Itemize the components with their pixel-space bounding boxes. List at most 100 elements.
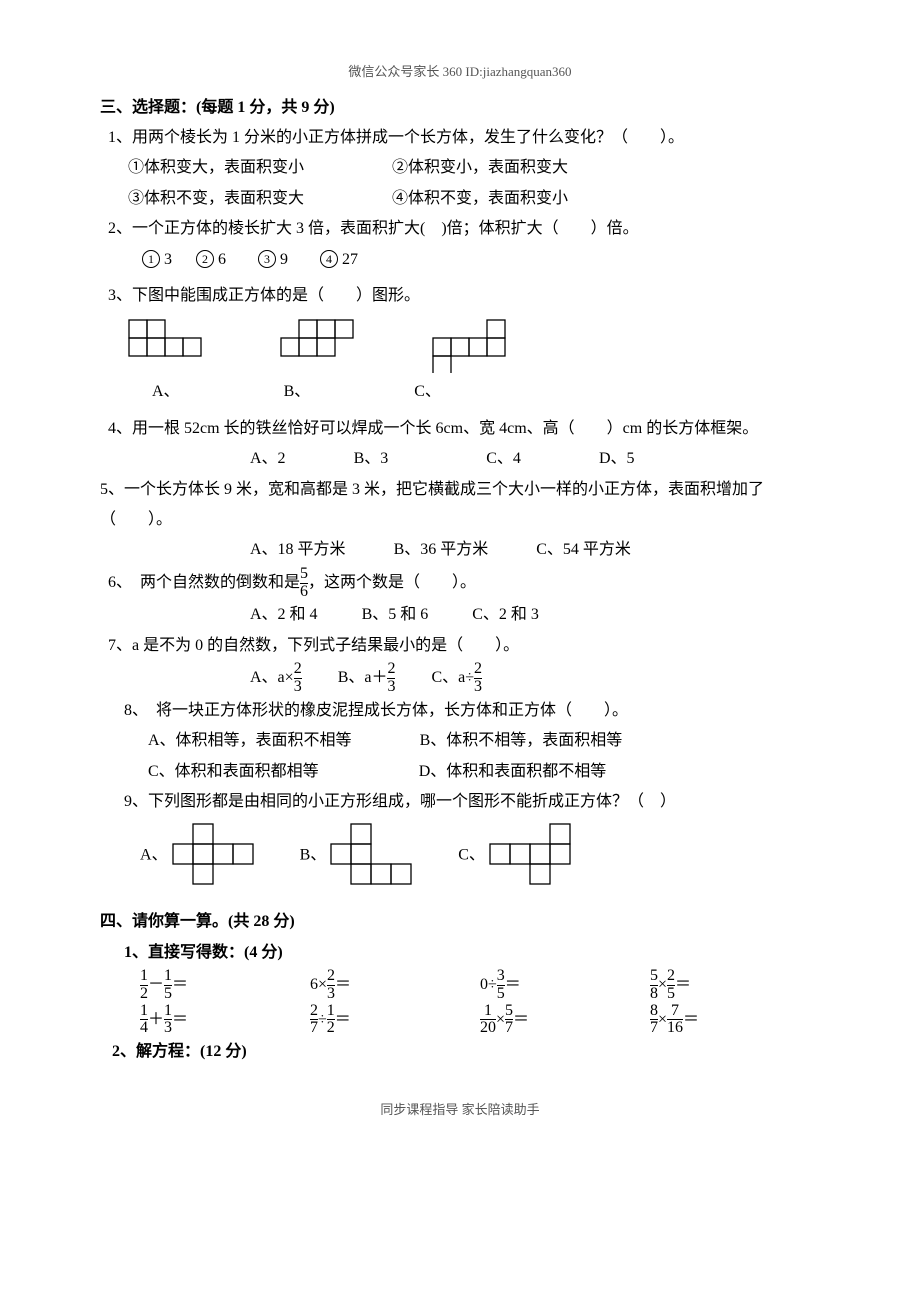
q3-labels: A、 B、 C、 (152, 377, 820, 407)
q7-frac-a: 23 (294, 661, 302, 696)
r2c3-d1: 20 (480, 1019, 496, 1037)
num-2-icon: 2 (196, 250, 214, 268)
r2c1-d1: 4 (140, 1019, 148, 1037)
q3-net-b-icon (280, 319, 370, 373)
q7b-fn: 2 (387, 661, 395, 678)
r2c1-op: ＋ (148, 1011, 164, 1028)
r2c3-op: × (496, 1011, 505, 1028)
section3-title: 三、选择题：(每题 1 分，共 9 分) (100, 93, 820, 123)
q4-c: C、4 (486, 450, 521, 467)
q1-o3: ③体积不变，表面积变大 (128, 190, 304, 207)
r2c4-d2: 16 (667, 1019, 683, 1037)
q2-c: 9 (280, 251, 288, 268)
q2-stem: 2、一个正方体的棱长扩大 3 倍，表面积扩大( )倍；体积扩大（ ）倍。 (108, 214, 820, 244)
q5-a: A、18 平方米 (250, 541, 346, 558)
q9-stem: 9、下列图形都是由相同的小正方形组成，哪一个图形不能折成正方体？（ ） (124, 787, 820, 817)
r2c2-n1: 2 (310, 1003, 318, 1020)
r1c4-n1: 5 (650, 968, 658, 985)
q7a-fn: 2 (294, 661, 302, 678)
q3-lb: B、 (284, 383, 311, 400)
q9-net-c-icon (489, 823, 577, 889)
r2c1-n2: 1 (164, 1003, 172, 1020)
r2c1-n1: 1 (140, 1003, 148, 1020)
q1-opts-row2: ③体积不变，表面积变大 ④体积不变，表面积变小 (128, 184, 820, 214)
calc-row-2: 14＋13＝ 27÷12＝ 120×57＝ 87×716＝ (140, 1003, 820, 1038)
q7-frac-c: 23 (474, 661, 482, 696)
q8-d: D、体积和表面积都不相等 (419, 763, 607, 780)
q3-figures (128, 319, 820, 373)
r2c2-eq: ＝ (335, 1011, 351, 1028)
q6-opts: A、2 和 4 B、5 和 6 C、2 和 3 (250, 600, 820, 630)
q6-fn: 5 (300, 566, 308, 583)
r2c3-d2: 7 (505, 1019, 513, 1037)
q1-o2: ②体积变小，表面积变大 (392, 159, 568, 176)
q3-net-c-icon (432, 319, 522, 373)
r2c4-n2: 7 (667, 1003, 683, 1020)
r1c1-n1: 1 (140, 968, 148, 985)
q8-a: A、体积相等，表面积不相等 (148, 732, 352, 749)
q3-lc: C、 (414, 383, 441, 400)
r1c3-pre: 0÷ (480, 976, 497, 993)
q8-c: C、体积和表面积都相等 (148, 763, 319, 780)
q7c-fd: 3 (474, 678, 482, 696)
q4-b: B、3 (354, 450, 389, 467)
q4-d: D、5 (599, 450, 635, 467)
r1c4: 58×25＝ (650, 968, 820, 1003)
q4-opts: A、2 B、3 C、4 D、5 (250, 444, 820, 474)
q8-row1: A、体积相等，表面积不相等 B、体积不相等，表面积相等 (148, 726, 820, 756)
q6-a: A、2 和 4 (250, 606, 318, 623)
q1-opts-row1: ①体积变大，表面积变小 ②体积变小，表面积变大 (128, 153, 820, 183)
r2c3: 120×57＝ (480, 1003, 650, 1038)
q1-o4: ④体积不变，表面积变小 (392, 190, 568, 207)
footer-note: 同步课程指导 家长陪读助手 (100, 1098, 820, 1123)
r1c3-eq: ＝ (505, 976, 521, 993)
r1c3-d: 5 (497, 985, 505, 1003)
q1-o1: ①体积变大，表面积变小 (128, 159, 304, 176)
r1c2-eq: ＝ (335, 976, 351, 993)
q5-c: C、54 平方米 (536, 541, 631, 558)
r2c3-n1: 1 (480, 1003, 496, 1020)
num-4-icon: 4 (320, 250, 338, 268)
q7c-fn: 2 (474, 661, 482, 678)
q4-a: A、2 (250, 450, 286, 467)
r2c4: 87×716＝ (650, 1003, 820, 1038)
q7b-fd: 3 (387, 678, 395, 696)
r1c1: 12－15＝ (140, 968, 310, 1003)
q6-b: B、5 和 6 (362, 606, 429, 623)
q9-b-wrap: B、 (300, 823, 419, 889)
q7-frac-b: 23 (387, 661, 395, 696)
header-note: 微信公众号家长 360 ID:jiazhangquan360 (100, 60, 820, 85)
r2c4-n1: 8 (650, 1003, 658, 1020)
r2c2-n2: 1 (327, 1003, 335, 1020)
q5-stem-a: 5、一个长方体长 9 米，宽和高都是 3 米，把它横截成三个大小一样的小正方体，… (100, 475, 820, 505)
q3-net-a-icon (128, 319, 218, 373)
q7-b-pre: B、a＋ (338, 669, 388, 686)
section4-title: 四、请你算一算。(共 28 分) (100, 907, 820, 937)
r2c2-op: ÷ (318, 1011, 327, 1028)
q6-frac: 56 (300, 566, 308, 601)
q5-stem-b: （ ）。 (100, 505, 820, 535)
q4-stem: 4、用一根 52cm 长的铁丝恰好可以焊成一个长 6cm、宽 4cm、高（ ）c… (108, 414, 820, 444)
r1c4-n2: 2 (667, 968, 675, 985)
r2c1: 14＋13＝ (140, 1003, 310, 1038)
q3-stem: 3、下图中能围成正方体的是（ ）图形。 (108, 281, 820, 311)
r1c4-op: × (658, 976, 667, 993)
q7-a-pre: A、a× (250, 669, 294, 686)
q5-b: B、36 平方米 (394, 541, 489, 558)
q6-post: ，这两个数是（ ）。 (308, 574, 476, 591)
r2c4-eq: ＝ (683, 1011, 699, 1028)
q1-stem: 1、用两个棱长为 1 分米的小正方体拼成一个长方体，发生了什么变化？（ ）。 (108, 123, 820, 153)
r2c2-d2: 2 (327, 1019, 335, 1037)
r2c1-d2: 3 (164, 1019, 172, 1037)
q6-stem: 6、 两个自然数的倒数和是56，这两个数是（ ）。 (108, 566, 820, 601)
r2c3-eq: ＝ (513, 1011, 529, 1028)
q9-net-b-icon (330, 823, 418, 889)
s4-p2: 2、解方程：(12 分) (112, 1037, 820, 1067)
r2c1-eq: ＝ (172, 1011, 188, 1028)
q8-stem: 8、 将一块正方体形状的橡皮泥捏成长方体，长方体和正方体（ ）。 (124, 696, 820, 726)
q6-pre: 6、 两个自然数的倒数和是 (108, 574, 300, 591)
num-1-icon: 1 (142, 250, 160, 268)
r2c4-d1: 7 (650, 1019, 658, 1037)
q2-opts: 1 3 2 6 3 9 4 27 (142, 245, 820, 275)
r1c3-n: 3 (497, 968, 505, 985)
